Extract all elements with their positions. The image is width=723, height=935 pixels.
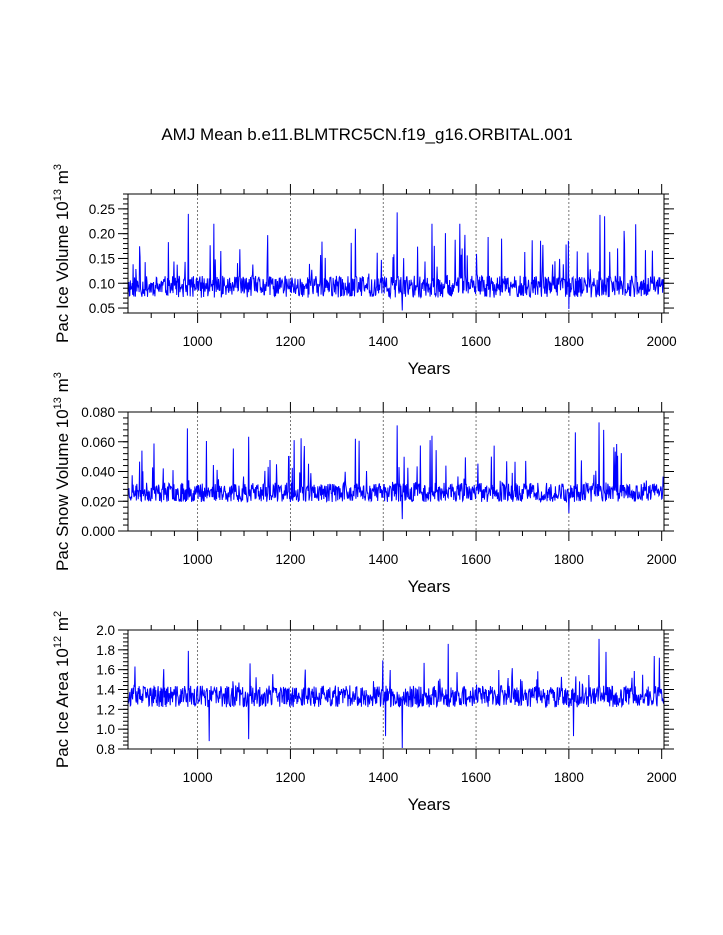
x-tick-label: 1800 — [554, 334, 584, 349]
x-tick-label: 1600 — [461, 770, 491, 785]
x-tick-label: 2000 — [647, 334, 677, 349]
y-tick-label: 0.15 — [89, 251, 115, 266]
x-tick-label: 1400 — [368, 334, 398, 349]
y-tick-label: 0.020 — [81, 494, 115, 509]
y-tick-label: 1.6 — [96, 663, 115, 678]
plot-frame — [127, 629, 665, 750]
y-tick-label: 2.0 — [96, 623, 115, 638]
y-tick-label: 0.8 — [96, 742, 115, 757]
chart-panel-2: 1000 1200 1400 1600 1800 2000 0.000 0.020 0.040 0… — [52, 372, 677, 596]
x-tick-label: 1200 — [275, 552, 305, 567]
y-tick-label: 0.05 — [89, 301, 115, 316]
y-tick-label: 0.10 — [89, 276, 115, 291]
x-tick-label: 1200 — [275, 770, 305, 785]
y-tick-label: 0.20 — [89, 227, 115, 242]
y-tick-label: 0.000 — [81, 524, 115, 539]
x-tick-label: 1400 — [368, 552, 398, 567]
chart-panel-3: 1000 1200 1400 1600 1800 2000 0.8 1.0 1.2 1.4 1.6 1… — [52, 611, 677, 814]
y-tick-label: 0.060 — [81, 435, 115, 450]
x-tick-label: 1600 — [461, 552, 491, 567]
x-tick-label: 1800 — [554, 552, 584, 567]
x-tick-label: 1000 — [183, 334, 213, 349]
x-axis-title: Years — [408, 359, 451, 378]
y-tick-label: 0.040 — [81, 465, 115, 480]
y-axis-title: Pac Ice Area 1012 m2 — [52, 611, 72, 768]
x-tick-label: 1600 — [461, 334, 491, 349]
x-tick-label: 1000 — [183, 552, 213, 567]
series-line-pac-ice-area — [128, 638, 664, 749]
y-tick-label: 1.4 — [96, 683, 115, 698]
y-axis-title: Pac Ice Volume 1013 m3 — [52, 164, 72, 343]
x-tick-label: 2000 — [647, 552, 677, 567]
y-tick-label: 1.8 — [96, 643, 115, 658]
y-tick-label: 1.2 — [96, 702, 115, 717]
x-tick-label: 2000 — [647, 770, 677, 785]
series-line-pac-snow-volume — [128, 422, 664, 520]
y-axis-title: Pac Snow Volume 1013 m3 — [52, 372, 72, 571]
chart-title: AMJ Mean b.e11.BLMTRC5CN.f19_g16.ORBITAL… — [161, 125, 572, 144]
x-tick-label: 1800 — [554, 770, 584, 785]
plot-frame — [127, 411, 665, 532]
x-axis-title: Years — [408, 795, 451, 814]
x-tick-label: 1400 — [368, 770, 398, 785]
y-tick-label: 0.080 — [81, 405, 115, 420]
y-tick-label: 1.0 — [96, 722, 115, 737]
x-tick-label: 1000 — [183, 770, 213, 785]
series-line-pac-ice-volume — [128, 212, 664, 311]
y-tick-label: 0.25 — [89, 202, 115, 217]
x-tick-label: 1200 — [275, 334, 305, 349]
chart-panel-1: 1000 1200 1400 1600 1800 2000 0.05 0.10 0.15 0.20… — [52, 164, 677, 378]
x-axis-title: Years — [408, 577, 451, 596]
